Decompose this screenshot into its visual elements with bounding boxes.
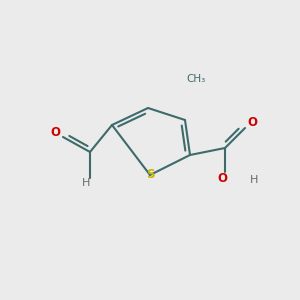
Text: S: S [146,169,154,182]
Text: H: H [250,175,258,185]
Text: O: O [247,116,257,130]
Text: O: O [50,127,60,140]
Text: CH₃: CH₃ [186,74,206,84]
Text: H: H [82,178,90,188]
Text: O: O [217,172,227,184]
